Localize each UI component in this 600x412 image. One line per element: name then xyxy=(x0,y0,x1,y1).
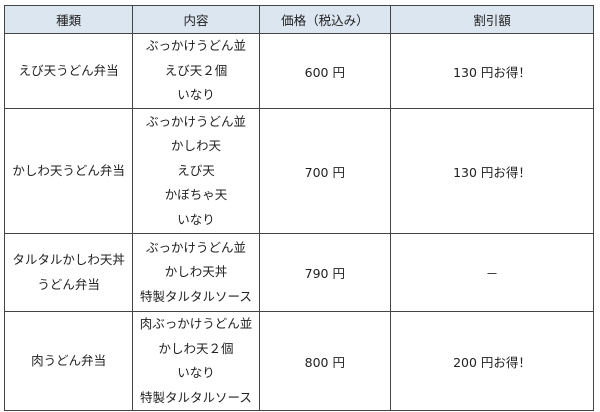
content-item: いなり xyxy=(177,211,215,227)
bento-price: 700 円 xyxy=(258,108,392,234)
content-item: かぼちゃ天 xyxy=(164,187,228,203)
header-discount: 割引額 xyxy=(390,5,594,34)
header-price: 価格（税込み） xyxy=(258,5,392,34)
bento-price: 800 円 xyxy=(258,311,392,411)
content-item: 特製タルタルソース xyxy=(140,389,252,405)
content-item: ぶっかけうどん並 xyxy=(145,113,246,129)
bento-contents: ぶっかけうどん並 かしわ天丼 特製タルタルソース xyxy=(132,233,260,312)
content-item: ぶっかけうどん並 xyxy=(145,38,246,54)
content-item: 特製タルタルソース xyxy=(140,288,252,304)
content-item: えび天 xyxy=(177,162,215,178)
content-item: いなり xyxy=(177,87,215,103)
content-item: かしわ天２個 xyxy=(158,340,234,356)
bento-name: えび天うどん弁当 xyxy=(3,33,134,109)
bento-contents: 肉ぶっかけうどん並 かしわ天２個 いなり 特製タルタルソース xyxy=(132,311,260,411)
table-row: 肉うどん弁当 肉ぶっかけうどん並 かしわ天２個 いなり 特製タルタルソース 80… xyxy=(3,311,594,411)
bento-contents: ぶっかけうどん並 かしわ天 えび天 かぼちゃ天 いなり xyxy=(132,108,260,234)
bento-name-line: えび天うどん弁当 xyxy=(18,62,119,78)
bento-name: 肉うどん弁当 xyxy=(3,311,134,411)
bento-name-line: 肉うどん弁当 xyxy=(31,352,107,368)
content-item: いなり xyxy=(177,365,215,380)
bento-price-table: 種類 内容 価格（税込み） 割引額 えび天うどん弁当 ぶっかけうどん並 えび天２… xyxy=(3,5,594,411)
bento-name-line: かしわ天うどん弁当 xyxy=(12,162,125,178)
bento-discount: 130 円お得！ xyxy=(390,108,594,234)
bento-name: かしわ天うどん弁当 xyxy=(3,108,134,234)
bento-name-line: うどん弁当 xyxy=(37,276,100,292)
bento-discount: － xyxy=(390,233,594,312)
content-item: えび天２個 xyxy=(164,62,228,78)
content-item: かしわ天丼 xyxy=(164,264,228,280)
table-row: えび天うどん弁当 ぶっかけうどん並 えび天２個 いなり 600 円 130 円お… xyxy=(3,33,594,109)
content-item: ぶっかけうどん並 xyxy=(145,239,246,255)
header-row: 種類 内容 価格（税込み） 割引額 xyxy=(3,5,594,34)
header-contents: 内容 xyxy=(132,5,260,34)
bento-discount: 200 円お得！ xyxy=(390,311,594,411)
table-row: かしわ天うどん弁当 ぶっかけうどん並 かしわ天 えび天 かぼちゃ天 いなり 70… xyxy=(3,108,594,234)
bento-price: 600 円 xyxy=(258,33,392,109)
content-item: 肉ぶっかけうどん並 xyxy=(139,316,253,331)
content-item: かしわ天 xyxy=(170,138,221,154)
bento-price: 790 円 xyxy=(258,233,392,312)
table-row: タルタルかしわ天丼 うどん弁当 ぶっかけうどん並 かしわ天丼 特製タルタルソース… xyxy=(3,233,594,312)
header-type: 種類 xyxy=(3,5,134,34)
bento-discount: 130 円お得！ xyxy=(390,33,594,109)
bento-contents: ぶっかけうどん並 えび天２個 いなり xyxy=(132,33,260,109)
bento-name: タルタルかしわ天丼 うどん弁当 xyxy=(3,233,134,312)
bento-name-line: タルタルかしわ天丼 xyxy=(12,252,125,267)
